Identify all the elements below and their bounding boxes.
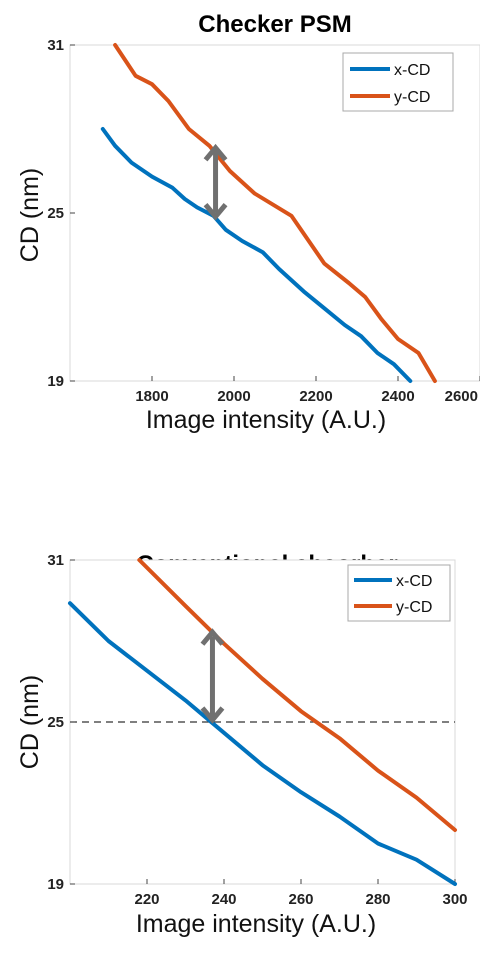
y-tick-label: 19 <box>47 373 64 390</box>
chart-checker-psm: Checker PSM 1800 2000 2200 2400 2600 19 25 31 x… <box>16 11 480 434</box>
x-tick-label: 2400 <box>381 388 414 405</box>
x-tick-label: 300 <box>442 891 467 908</box>
chart-conventional-absorber: Conventional absorber 220240260280300192… <box>16 551 468 938</box>
arrow-head-down <box>203 202 228 221</box>
series-line-y-cd <box>137 558 457 832</box>
double-arrow-annotation <box>200 628 225 724</box>
x-axis-label: Image intensity (A.U.) <box>146 406 386 434</box>
legend-label-y-cd: y-CD <box>396 599 432 616</box>
series-line-y-cd <box>113 43 437 383</box>
y-tick-label: 25 <box>47 205 64 222</box>
x-axis-label: Image intensity (A.U.) <box>136 910 376 938</box>
double-arrow-annotation <box>203 143 228 221</box>
legend: x-CD y-CD <box>347 564 451 622</box>
x-tick-label: 1800 <box>135 388 168 405</box>
x-tick-label: 2600 <box>445 388 478 405</box>
legend: x-CD y-CD <box>342 52 454 112</box>
x-tick-label: 240 <box>211 891 236 908</box>
chart-title: Checker PSM <box>198 11 351 38</box>
legend-label-y-cd: y-CD <box>394 89 430 106</box>
arrow-head-up <box>200 628 225 646</box>
y-axis-label: CD (nm) <box>16 168 44 262</box>
series-line-x-cd <box>100 127 413 383</box>
legend-box <box>347 564 451 622</box>
y-tick-label: 31 <box>47 37 64 54</box>
x-tick-label: 220 <box>134 891 159 908</box>
series-line-x-cd <box>68 601 457 886</box>
y-axis-label: CD (nm) <box>16 675 44 769</box>
y-tick-label: 19 <box>47 876 64 893</box>
y-tick-label: 25 <box>47 714 64 731</box>
arrow-head-down <box>200 706 225 724</box>
x-tick-label: 2000 <box>217 388 250 405</box>
x-tick-label: 2200 <box>299 388 332 405</box>
x-tick-label: 260 <box>288 891 313 908</box>
y-tick-label: 31 <box>47 552 64 569</box>
legend-label-x-cd: x-CD <box>394 62 430 79</box>
legend-box <box>342 52 454 112</box>
arrow-head-up <box>203 143 228 162</box>
legend-label-x-cd: x-CD <box>396 573 432 590</box>
x-tick-label: 280 <box>365 891 390 908</box>
